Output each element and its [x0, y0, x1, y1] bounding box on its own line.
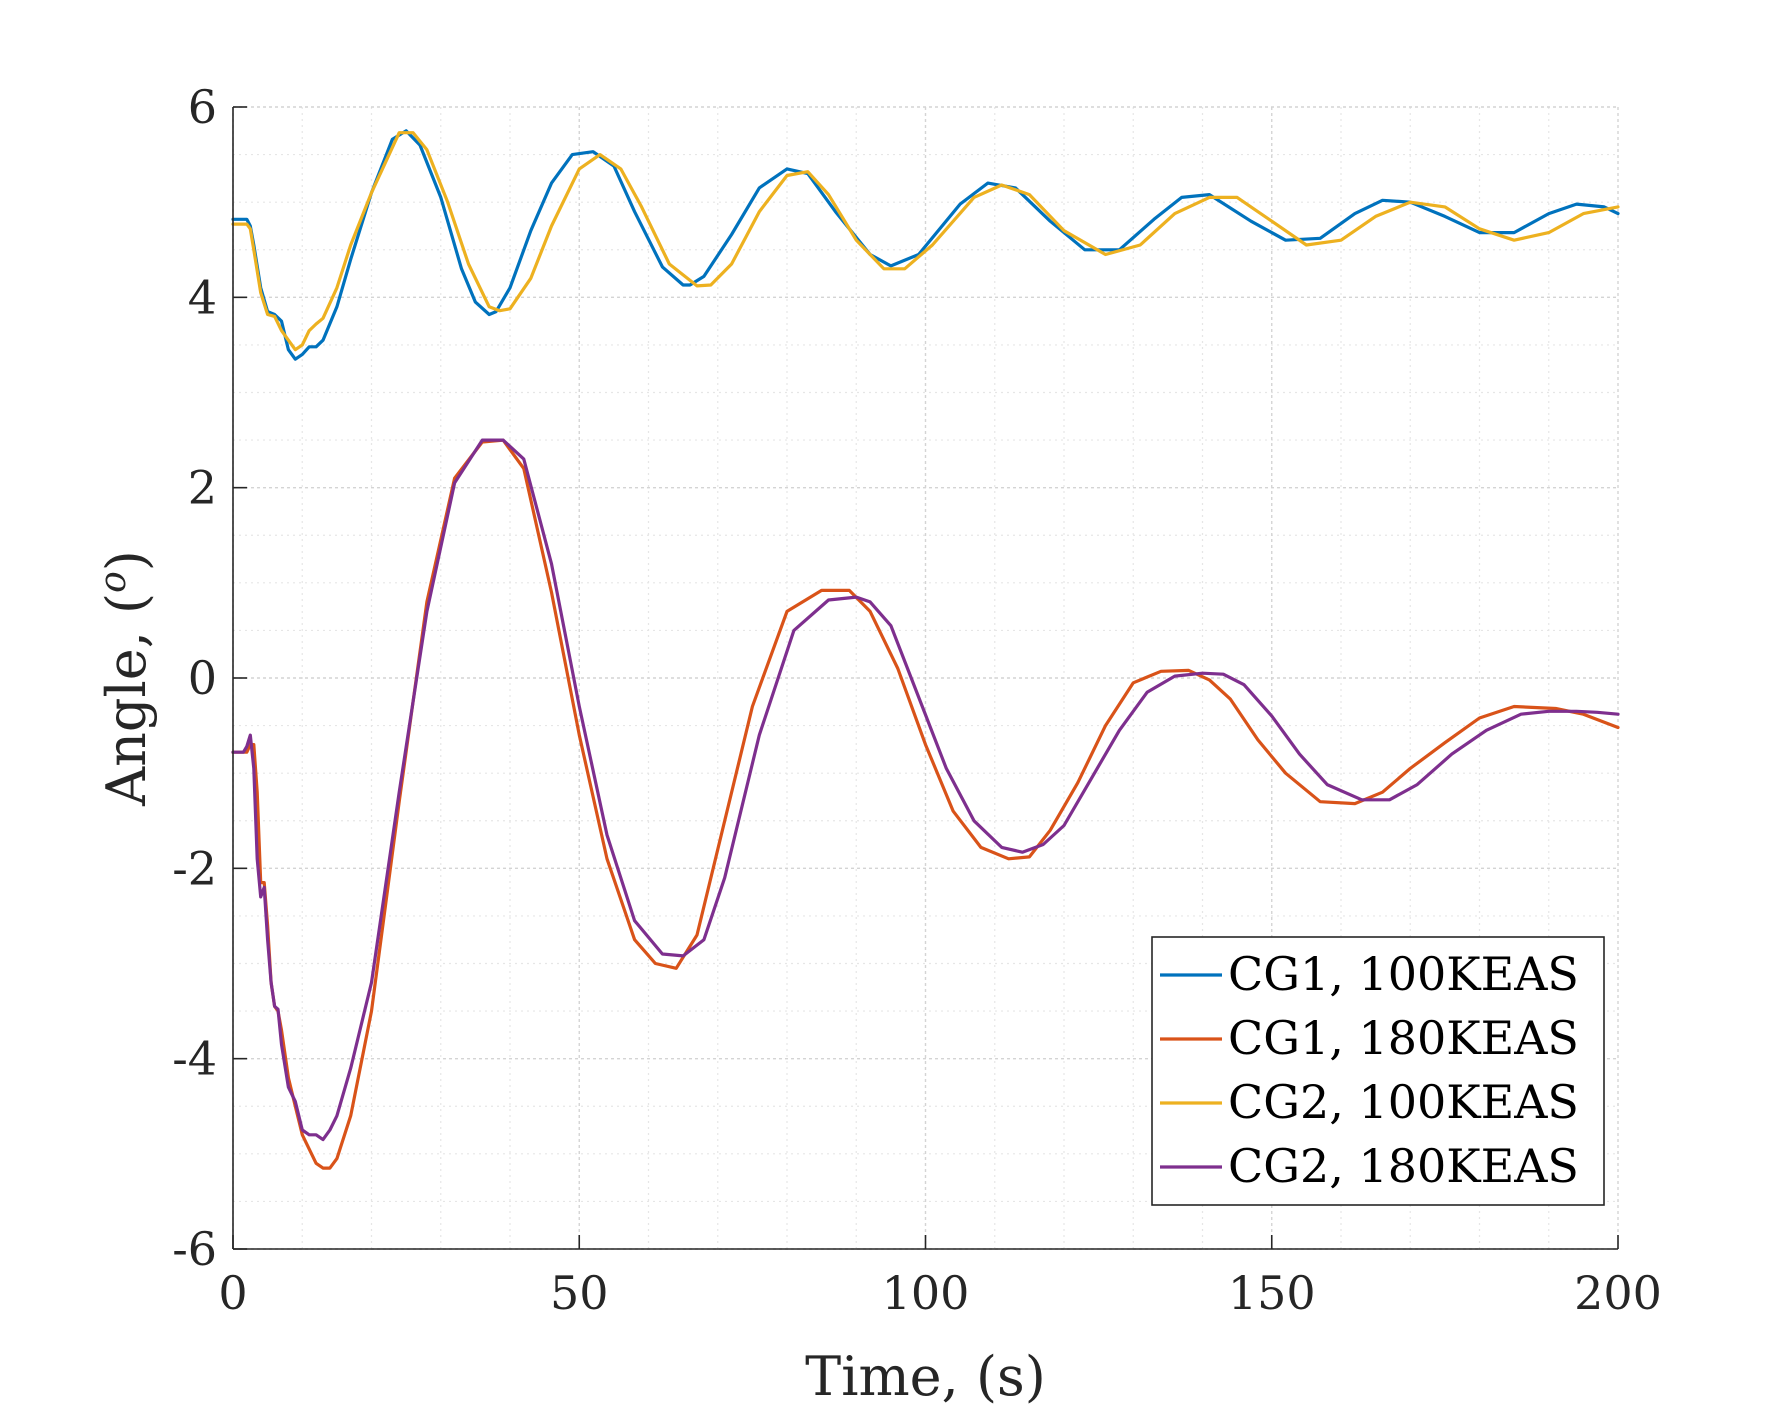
y-axis-label-main: Angle, (	[95, 593, 158, 807]
y-tick-label: -4	[172, 1032, 217, 1086]
legend-label-2: CG1, 180KEAS	[1228, 1011, 1579, 1065]
y-axis-label-close: )	[95, 550, 158, 571]
x-tick-label: 0	[218, 1266, 247, 1320]
legend-box	[1151, 936, 1605, 1206]
y-tick-label: -2	[172, 841, 217, 895]
series-line-3	[231, 131, 1620, 352]
series-line-4	[231, 438, 1620, 1142]
series-group	[231, 129, 1620, 1170]
x-tick-label: 50	[550, 1266, 609, 1320]
x-axis-ticks: 0 50 100 150 200	[218, 1235, 1662, 1320]
y-tick-label: 4	[188, 270, 217, 324]
x-axis-label: Time, (s)	[805, 1345, 1046, 1408]
y-axis-label: Angle, (o)	[93, 550, 158, 807]
y-tick-label: 2	[188, 461, 217, 515]
y-axis-ticks: -6 -4 -2 0 2 4 6	[172, 80, 247, 1276]
y-tick-label: 0	[188, 651, 217, 705]
series-line-1	[231, 129, 1620, 361]
y-tick-label: -6	[172, 1222, 217, 1276]
y-tick-label: 6	[188, 80, 217, 134]
legend: CG1, 100KEAS CG1, 180KEAS CG2, 100KEAS CG2,…	[1151, 936, 1605, 1206]
x-tick-label: 150	[1228, 1266, 1316, 1320]
x-tick-label: 200	[1574, 1266, 1662, 1320]
legend-label-4: CG2, 180KEAS	[1228, 1139, 1579, 1193]
legend-label-1: CG1, 100KEAS	[1228, 947, 1579, 1001]
y-axis-label-superscript: o	[93, 571, 134, 593]
x-tick-label: 100	[882, 1266, 970, 1320]
legend-label-3: CG2, 100KEAS	[1228, 1075, 1579, 1129]
